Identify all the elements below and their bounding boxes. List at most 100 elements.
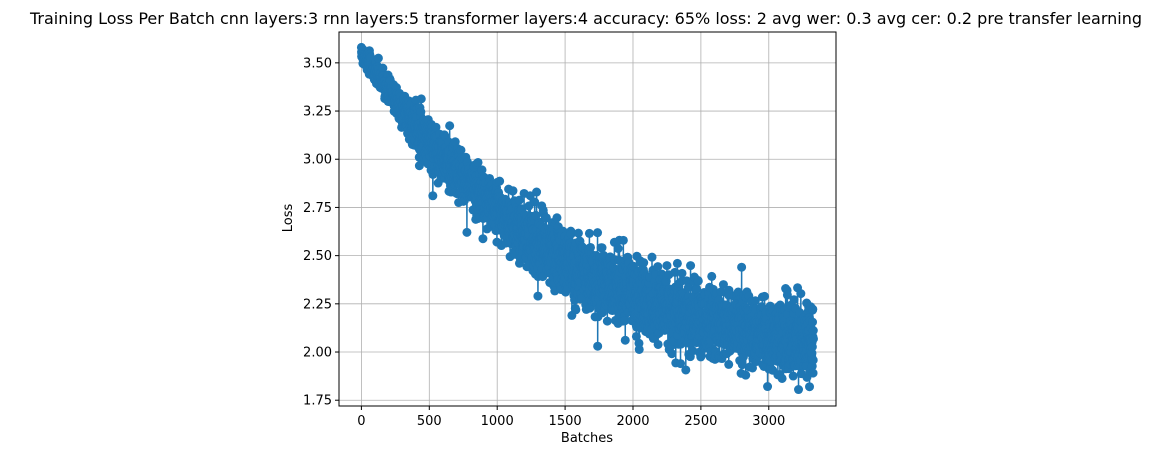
- data-point: [495, 176, 505, 186]
- y-tick-label: 2.50: [303, 249, 332, 264]
- y-tick-label: 3.50: [303, 56, 332, 71]
- data-point: [428, 191, 438, 201]
- data-point: [450, 137, 460, 147]
- x-tick-label: 2000: [616, 414, 649, 429]
- data-point: [808, 334, 818, 344]
- data-point: [593, 228, 603, 238]
- data-point: [763, 382, 773, 392]
- data-point: [456, 145, 466, 155]
- data-point: [584, 228, 594, 238]
- data-point: [647, 252, 657, 262]
- data-point: [639, 258, 649, 268]
- data-point: [585, 242, 595, 252]
- data-point: [618, 235, 628, 245]
- x-axis: 0 500 1000 1500 2000 2500 3000: [357, 406, 785, 429]
- data-point: [462, 227, 472, 237]
- data-point: [741, 370, 751, 380]
- data-point: [653, 339, 663, 349]
- data-point: [682, 276, 692, 286]
- data-point: [747, 363, 757, 373]
- data-point: [552, 213, 562, 223]
- data-point: [672, 258, 682, 268]
- data-point: [796, 289, 806, 299]
- data-point: [737, 262, 747, 272]
- data-point: [631, 331, 641, 341]
- x-tick-label: 1000: [481, 414, 514, 429]
- data-point: [686, 261, 696, 271]
- data-point: [782, 290, 792, 300]
- data-point: [718, 280, 728, 290]
- data-point: [750, 296, 760, 306]
- data-point: [445, 121, 455, 131]
- data-point: [677, 268, 687, 278]
- data-point: [738, 352, 748, 362]
- series-layer: [356, 42, 818, 395]
- y-tick-label: 2.75: [303, 201, 332, 216]
- data-point: [808, 355, 818, 365]
- data-point: [571, 305, 581, 315]
- data-point: [533, 291, 543, 301]
- chart-title: Training Loss Per Batch cnn layers:3 rnn…: [29, 9, 1142, 28]
- y-tick-label: 2.00: [303, 346, 332, 361]
- data-point: [416, 107, 426, 117]
- data-point: [478, 234, 488, 244]
- x-tick-label: 3000: [752, 414, 785, 429]
- x-tick-label: 0: [357, 414, 365, 429]
- data-point: [788, 371, 798, 381]
- data-point: [602, 316, 612, 326]
- data-point: [683, 283, 693, 293]
- data-point: [532, 187, 542, 197]
- data-point: [808, 368, 818, 378]
- data-point: [585, 303, 595, 313]
- data-point: [431, 122, 441, 132]
- data-point: [670, 267, 680, 277]
- data-point: [807, 342, 817, 352]
- grid: [339, 32, 836, 406]
- y-axis-title: Loss: [281, 204, 296, 233]
- data-point: [760, 291, 770, 301]
- data-point: [696, 350, 706, 360]
- x-tick-label: 500: [417, 414, 442, 429]
- y-tick-label: 1.75: [303, 394, 332, 409]
- data-point: [807, 348, 817, 358]
- data-point: [473, 157, 483, 167]
- y-axis: 1.75 2.00 2.25 2.50 2.75 3.00 3.25 3.50: [303, 56, 339, 409]
- data-point: [613, 244, 623, 254]
- data-point: [789, 295, 799, 305]
- data-point: [378, 63, 388, 73]
- data-point: [508, 186, 518, 196]
- data-point: [794, 385, 804, 395]
- y-tick-label: 3.00: [303, 153, 332, 168]
- data-point: [620, 335, 630, 345]
- x-tick-label: 2500: [684, 414, 717, 429]
- y-tick-label: 2.25: [303, 297, 332, 312]
- data-point: [693, 276, 703, 286]
- data-point: [620, 316, 630, 326]
- x-tick-label: 1500: [549, 414, 582, 429]
- data-point: [530, 197, 540, 207]
- data-point: [416, 94, 426, 104]
- data-point: [692, 285, 702, 295]
- data-point: [373, 53, 383, 63]
- data-point: [514, 195, 524, 205]
- data-point: [573, 228, 583, 238]
- data-point: [667, 349, 677, 359]
- data-point: [805, 382, 815, 392]
- data-point: [808, 304, 818, 314]
- data-point: [737, 360, 747, 370]
- data-point: [676, 359, 686, 369]
- data-point: [707, 271, 717, 281]
- data-point: [653, 262, 663, 272]
- x-axis-title: Batches: [561, 431, 613, 446]
- plot-frame: [338, 31, 837, 407]
- data-point: [566, 229, 576, 239]
- data-point: [808, 317, 818, 327]
- y-tick-label: 3.25: [303, 105, 332, 120]
- data-point: [634, 344, 644, 354]
- data-point: [808, 326, 818, 336]
- data-point: [681, 365, 691, 375]
- data-point: [593, 341, 603, 351]
- data-point: [662, 261, 672, 271]
